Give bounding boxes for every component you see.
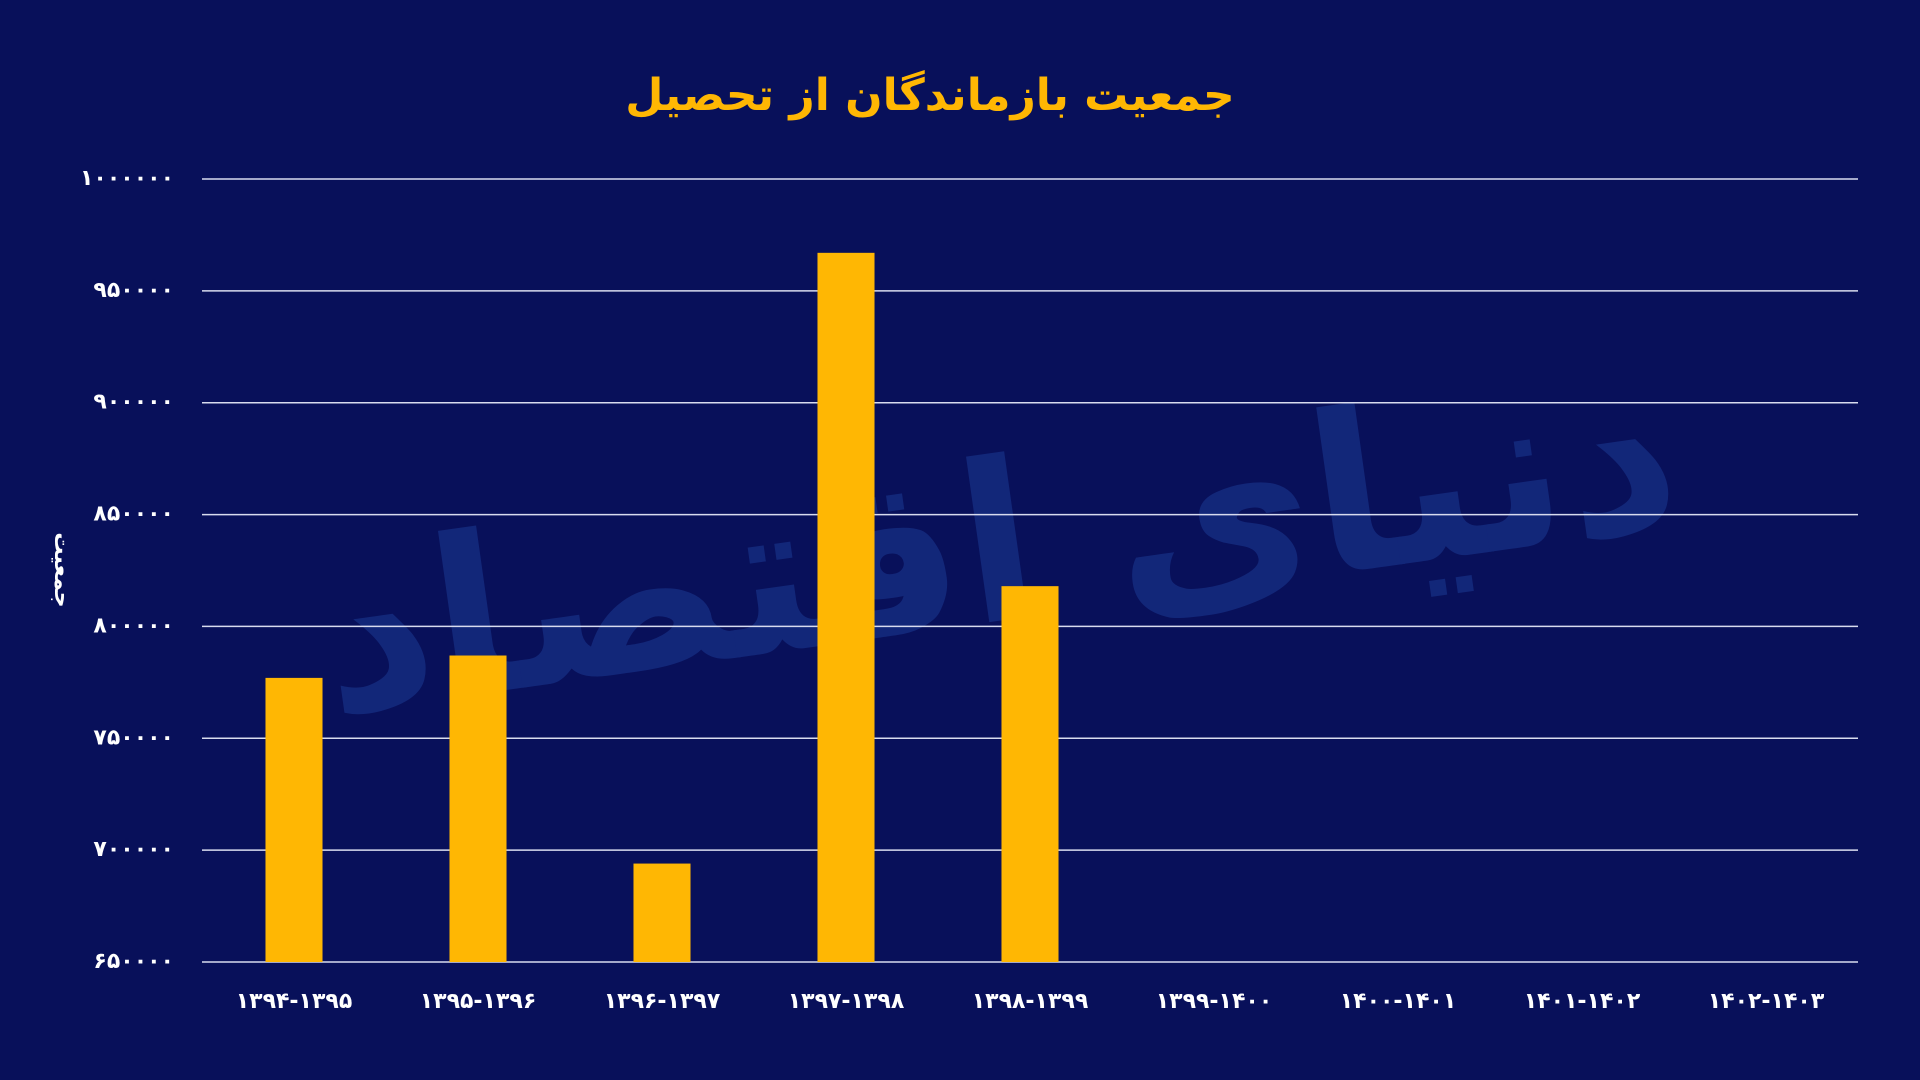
x-tick-label: ۱۳۹۴-۱۳۹۵: [236, 989, 353, 1014]
y-tick-label: ۸۵۰۰۰۰: [93, 502, 174, 527]
chart-title: جمعیت بازماندگان از تحصیل: [625, 69, 1235, 121]
y-tick-label: ۸۰۰۰۰۰: [93, 613, 174, 638]
x-tick-label: ۱۳۹۸-۱۳۹۹: [972, 989, 1089, 1014]
bar: [449, 655, 507, 962]
y-tick-label: ۱۰۰۰۰۰۰: [80, 166, 174, 191]
y-tick-label: ۷۵۰۰۰۰: [93, 725, 174, 750]
bar: [265, 677, 323, 962]
y-tick-label: ۹۵۰۰۰۰: [93, 278, 174, 303]
bar: [1001, 586, 1059, 962]
x-tick-label: ۱۳۹۷-۱۳۹۸: [788, 989, 905, 1014]
x-tick-label: ۱۳۹۵-۱۳۹۶: [420, 989, 537, 1014]
y-tick-label: ۷۰۰۰۰۰: [93, 837, 174, 862]
x-tick-label: ۱۳۹۶-۱۳۹۷: [604, 989, 721, 1014]
bar: [817, 252, 875, 963]
x-tick-label: ۱۴۰۲-۱۴۰۳: [1708, 989, 1825, 1014]
y-axis-label: جمعیت: [49, 532, 74, 607]
x-tick-label: ۱۳۹۹-۱۴۰۰: [1156, 989, 1273, 1014]
bar: [633, 863, 691, 962]
x-tick-label: ۱۴۰۱-۱۴۰۲: [1524, 989, 1641, 1014]
y-tick-label: ۶۵۰۰۰۰: [93, 949, 174, 974]
y-tick-label: ۹۰۰۰۰۰: [93, 390, 174, 415]
x-tick-label: ۱۴۰۰-۱۴۰۱: [1340, 989, 1457, 1014]
